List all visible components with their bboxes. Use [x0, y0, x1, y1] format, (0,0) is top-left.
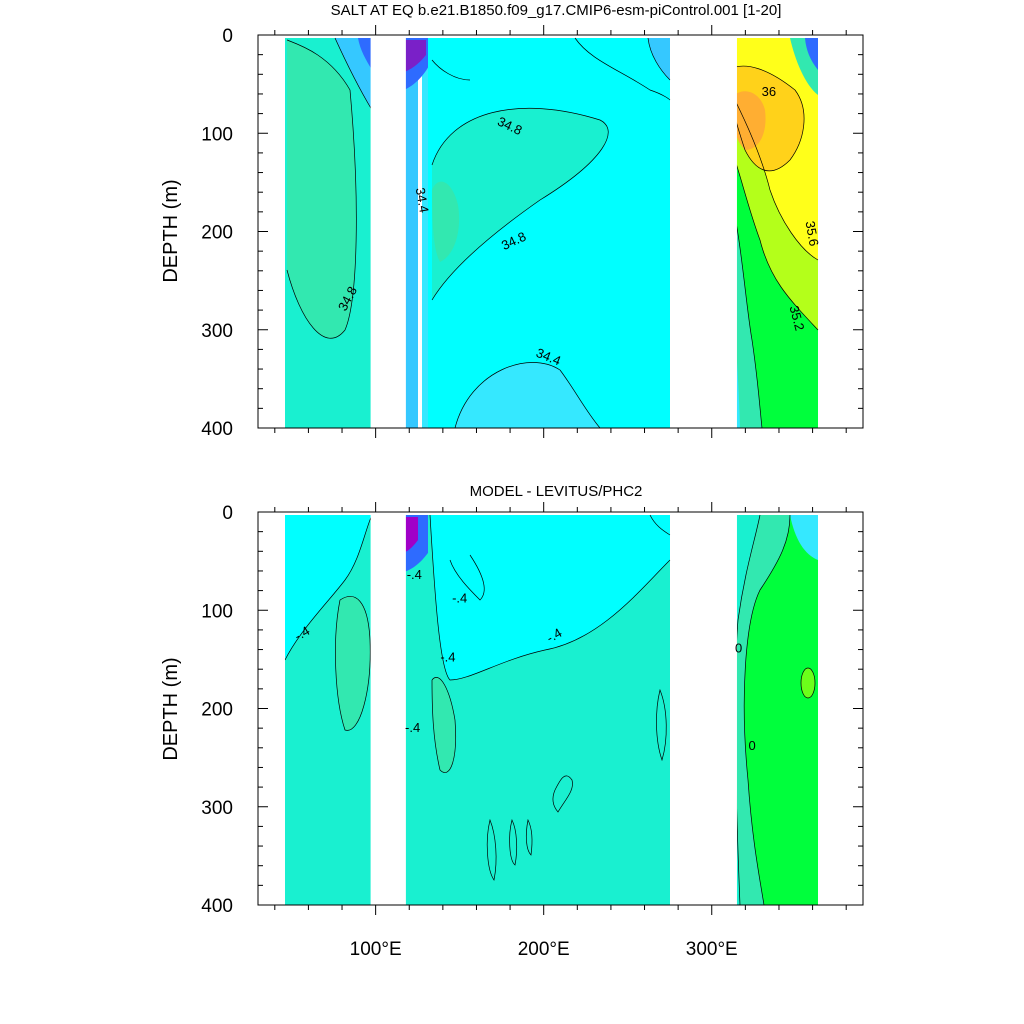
ticks-diff: 0 100 200 300 400 100°E 200°E 300°E: [201, 502, 863, 960]
contour-diff-7: [800, 667, 816, 699]
y-tick-label: 0: [222, 503, 233, 524]
contour-salt-11: [431, 59, 471, 81]
fill-diff-pacific-core: [432, 677, 456, 773]
y-tick-label: 0: [222, 26, 233, 47]
contour-diff-12: [552, 775, 573, 813]
land-diff: [258, 512, 863, 905]
contour-salt-10: [574, 37, 671, 101]
diff-field: [284, 514, 818, 905]
y-axis-label-diff: DEPTH (m): [160, 657, 182, 760]
x-tick-label: 200°E: [518, 939, 570, 960]
panel-salt: SALT AT EQ b.e21.B1850.f09_g17.CMIP6-esm…: [160, 2, 864, 440]
contour-label: -.4: [544, 625, 565, 646]
contour-salt-3: [454, 362, 601, 428]
contour-label: 35.2: [786, 304, 807, 332]
contour-label: -.4: [407, 567, 422, 582]
fill-salt-atl-top2: [805, 38, 818, 70]
fill-salt-atl-orange: [730, 91, 766, 150]
y-tick-label: 200: [201, 700, 233, 721]
contour-labels-diff: -.4 -.4 -.4 -.4 -.4 -.4 0 0: [292, 567, 756, 753]
fill-diff-pacific-fresh: [430, 515, 670, 680]
fill-salt-strip: [404, 38, 418, 428]
contour-diff-9: [486, 818, 497, 881]
fill-salt-pacific-tongue: [432, 108, 609, 300]
contour-diff-5: [743, 514, 791, 905]
fill-salt-west-edge: [335, 38, 372, 110]
contour-label: 0: [748, 738, 755, 753]
contour-diff-8: [656, 688, 667, 762]
y-tick-label: 100: [201, 124, 233, 145]
fill-diff-west-core: [335, 596, 371, 731]
x-tick-label: 100°E: [350, 939, 402, 960]
fill-diff-atl-west: [726, 515, 790, 905]
y-tick-label: 300: [201, 798, 233, 819]
contour-salt-2: [286, 39, 357, 339]
fill-diff-strip: [404, 515, 428, 905]
contour-diff-14: [649, 514, 671, 536]
contour-diff-3: [429, 514, 671, 681]
chart-title-diff: MODEL - LEVITUS/PHC2: [470, 483, 643, 500]
fill-salt-west-core: [287, 40, 357, 339]
contour-label: -.4: [440, 649, 455, 664]
contour-salt-1: [431, 107, 609, 301]
land-mask-2: [370, 35, 406, 428]
fill-diff-strip-top2: [404, 517, 418, 552]
ticks-salt: 0 100 200 300 400: [201, 25, 863, 440]
y-tick-label: 400: [201, 896, 233, 917]
land-mask-2: [370, 512, 406, 905]
contour-diff-10: [509, 819, 518, 866]
contour-label: 34.4: [413, 186, 432, 214]
y-tick-label: 300: [201, 321, 233, 342]
contour-diff-2: [335, 596, 371, 731]
salt-field: [285, 37, 819, 428]
chart-title-salt: SALT AT EQ b.e21.B1850.f09_g17.CMIP6-esm…: [331, 2, 782, 19]
x-tick-label: 300°E: [686, 939, 738, 960]
contour-label: 0: [735, 641, 742, 656]
contour-diff-4: [431, 677, 456, 773]
fill-salt-strip-top2: [404, 40, 426, 72]
contour-salt-8: [334, 37, 373, 111]
fill-salt-pacific-east: [648, 38, 670, 80]
fill-salt-pacific-deep: [455, 362, 600, 428]
fill-salt-west-edge2: [358, 38, 372, 70]
fill-salt-strip2: [422, 38, 428, 428]
contour-label: -.4: [292, 623, 313, 644]
y-tick-label: 200: [201, 223, 233, 244]
contour-diff-13: [449, 554, 485, 601]
contour-salt-5: [729, 89, 819, 261]
land-mask-3: [676, 512, 737, 905]
fill-diff-atl-spot: [801, 668, 815, 698]
contour-diff-1: [284, 514, 373, 661]
y-tick-label: 100: [201, 601, 233, 622]
land-mask-3: [676, 35, 737, 428]
contour-label: -.4: [405, 720, 420, 735]
contour-label: 36: [762, 84, 776, 99]
contour-diff-11: [525, 818, 533, 856]
contour-label: -.4: [452, 590, 467, 605]
fill-diff-atl-top: [790, 515, 818, 560]
fill-salt-pacific-core: [432, 181, 460, 262]
panel-diff: MODEL - LEVITUS/PHC2: [160, 483, 864, 960]
contour-label: 35.6: [803, 220, 822, 248]
y-axis-label-salt: DEPTH (m): [160, 179, 182, 282]
y-tick-label: 400: [201, 419, 233, 440]
contour-salt-9: [647, 37, 671, 81]
